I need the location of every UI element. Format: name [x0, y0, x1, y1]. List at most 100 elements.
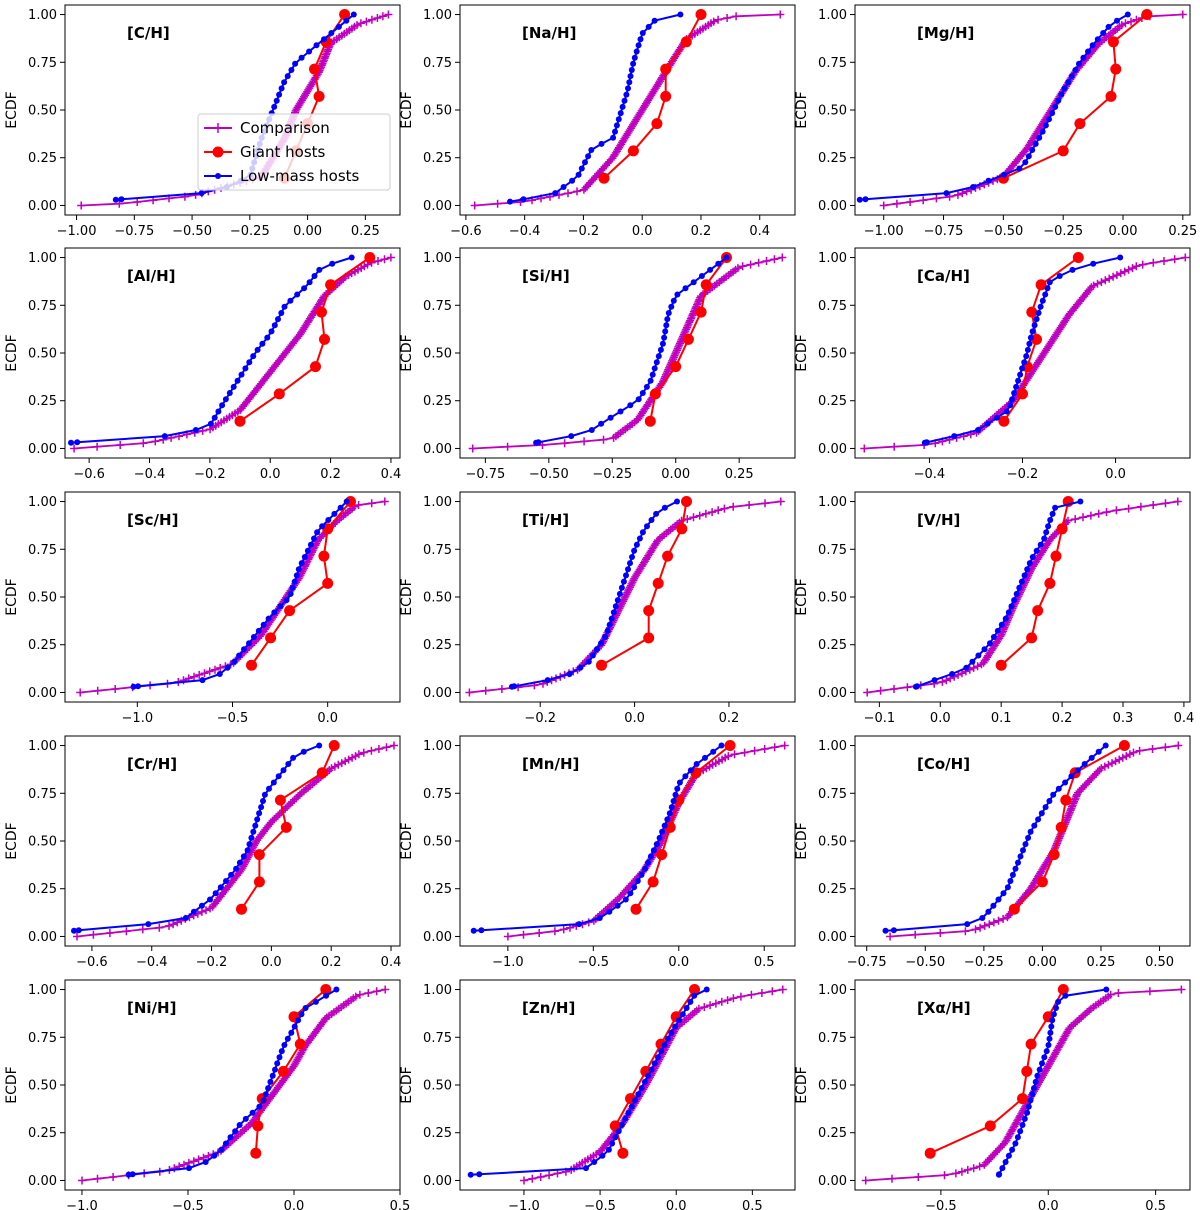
data-point — [1022, 841, 1029, 848]
y-tick-label: 0.50 — [28, 591, 57, 606]
data-point — [1004, 884, 1011, 891]
data-point — [664, 316, 671, 323]
data-point — [996, 632, 1005, 641]
data-point — [938, 677, 947, 686]
data-point — [1103, 986, 1110, 993]
data-point — [676, 1017, 682, 1024]
data-point — [304, 547, 311, 554]
data-point — [284, 605, 296, 617]
data-point — [596, 659, 607, 671]
data-point — [1014, 1134, 1021, 1141]
y-tick-label: 0.75 — [28, 543, 57, 558]
data-point — [246, 359, 253, 366]
data-point — [1178, 10, 1187, 19]
data-point — [286, 799, 295, 808]
data-point — [627, 890, 634, 897]
data-point — [630, 903, 642, 915]
data-point — [309, 63, 320, 75]
data-point — [975, 1162, 984, 1171]
data-point — [656, 849, 668, 861]
data-point — [1114, 17, 1120, 24]
data-point — [627, 560, 633, 567]
data-point — [227, 1134, 234, 1141]
data-point — [995, 896, 1002, 903]
series-low-mass-hosts — [882, 742, 1109, 934]
x-tick-label: 0.5 — [1145, 1199, 1166, 1210]
data-point — [313, 42, 320, 49]
data-point — [169, 920, 178, 929]
data-point — [619, 595, 628, 604]
series-low-mass-hosts — [470, 742, 725, 934]
data-point — [647, 876, 659, 888]
x-tick-label: 0.0 — [930, 711, 951, 726]
series-low-mass-hosts — [507, 11, 684, 205]
panel-cah: −0.4 −0.2 0.0 0.00 0.25 0.50 0.75 1.00 ECDF [Ca/H… — [794, 247, 1191, 482]
data-point — [627, 73, 634, 80]
data-point — [303, 557, 312, 566]
x-tick-label: −0.1 — [864, 711, 896, 726]
data-point — [682, 325, 691, 334]
data-point — [254, 816, 261, 823]
data-point — [190, 672, 198, 681]
legend: Comparison Giant hosts Low-mass hosts — [197, 113, 391, 191]
data-point — [612, 603, 619, 610]
data-point — [277, 1065, 289, 1077]
data-point — [680, 36, 692, 48]
data-point — [295, 790, 304, 799]
data-point — [686, 316, 695, 325]
data-point — [560, 184, 567, 190]
data-point — [1094, 36, 1101, 43]
data-point — [720, 504, 729, 513]
y-tick-label: 0.00 — [423, 930, 452, 945]
data-point — [202, 906, 210, 915]
series-giant-hosts — [630, 740, 736, 915]
data-point — [984, 1120, 996, 1132]
data-point — [68, 439, 74, 446]
data-point — [118, 196, 125, 203]
data-point — [264, 334, 271, 341]
data-point — [707, 266, 714, 273]
data-point — [969, 658, 976, 665]
data-point — [1035, 279, 1047, 291]
data-point — [647, 377, 654, 384]
data-point — [975, 652, 982, 659]
data-point — [246, 659, 257, 671]
data-point — [1117, 254, 1124, 261]
data-point — [319, 333, 330, 345]
data-point — [635, 1091, 642, 1098]
data-point — [476, 1171, 483, 1178]
x-tick-label: −0.4 — [134, 467, 166, 482]
data-point — [663, 322, 670, 329]
data-point — [1105, 274, 1114, 283]
data-point — [1021, 359, 1028, 366]
data-point — [1107, 36, 1119, 48]
data-point — [306, 48, 313, 55]
data-point — [618, 584, 625, 591]
data-point — [1037, 541, 1044, 548]
data-point — [1124, 11, 1131, 18]
data-point — [306, 279, 313, 286]
data-point — [215, 408, 222, 415]
data-point — [278, 310, 285, 316]
series-line — [859, 13, 1129, 201]
data-point — [1125, 750, 1134, 759]
x-tick-label: −1.0 — [66, 1199, 98, 1210]
y-tick-label: 0.00 — [818, 199, 847, 214]
data-point — [260, 621, 267, 628]
data-point — [687, 313, 696, 322]
x-tick-label: 0.2 — [320, 467, 341, 482]
data-point — [161, 433, 168, 440]
data-point — [645, 23, 652, 30]
data-point — [994, 414, 1001, 421]
data-point — [272, 1066, 278, 1073]
data-point — [294, 1053, 303, 1062]
y-tick-label: 0.75 — [423, 1031, 452, 1046]
data-point — [1018, 578, 1025, 585]
data-point — [271, 609, 278, 616]
data-point — [195, 670, 204, 679]
data-point — [197, 907, 206, 916]
y-tick-label: 0.25 — [818, 151, 847, 166]
data-point — [1086, 511, 1095, 520]
y-tick-label: 1.00 — [28, 739, 57, 754]
data-point — [1013, 590, 1020, 597]
